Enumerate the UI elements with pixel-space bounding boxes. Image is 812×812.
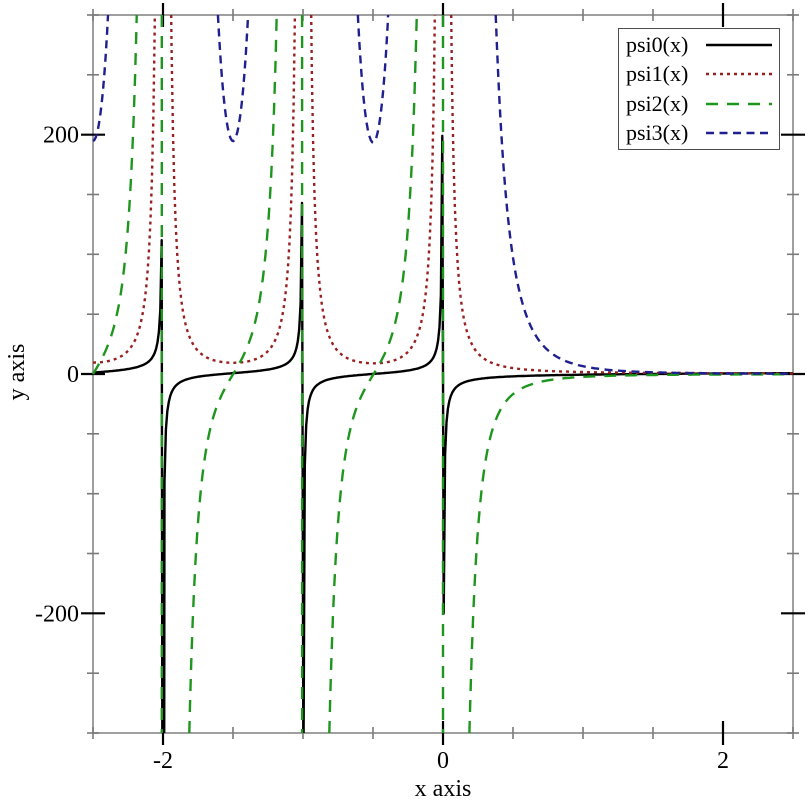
y-tick-label: -200 [35,601,79,627]
legend-label-psi2: psi2(x) [626,90,689,116]
x-tick-label: 2 [717,748,729,774]
curve-psi3 [92,14,793,375]
y-axis-title: y axis [4,343,30,401]
legend-item-psi0: psi0(x) [626,31,772,59]
legend-item-psi3: psi3(x) [626,119,772,147]
legend-item-psi2: psi2(x) [626,90,772,118]
legend-line-sample-psi2 [706,102,772,105]
y-tick-label: 200 [43,123,79,149]
legend-item-psi1: psi1(x) [626,60,772,88]
legend-line-sample-psi0 [706,43,772,47]
x-tick-label: -2 [153,748,173,774]
minor-ticks [87,9,799,739]
tick-labels: -2 0 2 -200 0 200 [35,123,729,774]
legend-label-psi3: psi3(x) [626,119,689,145]
x-tick-label: 0 [437,748,449,774]
curve-psi2 [91,14,793,734]
y-tick-label: 0 [67,362,79,388]
legend-label-psi1: psi1(x) [626,61,689,87]
legend-label-psi0: psi0(x) [626,32,689,58]
x-axis-title: x axis [414,776,472,802]
legend: psi0(x) psi1(x) psi2(x) psi3(x) [618,28,780,150]
legend-line-sample-psi1 [706,73,772,76]
legend-line-sample-psi3 [706,131,772,134]
